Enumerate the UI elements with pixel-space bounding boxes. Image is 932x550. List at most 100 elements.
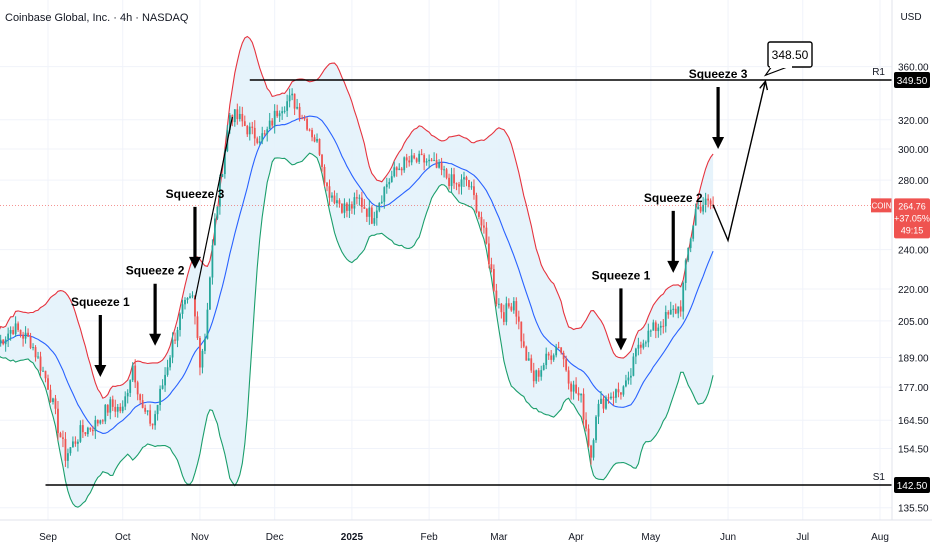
time-tick-label: Feb <box>421 532 439 543</box>
candle-body <box>692 225 695 239</box>
band-fill <box>0 36 714 508</box>
candle-body <box>156 404 159 415</box>
candle-body <box>450 174 453 187</box>
candle-body <box>338 200 341 204</box>
candle-body <box>570 383 573 392</box>
candle-body <box>545 353 548 366</box>
candle-body <box>707 198 710 201</box>
candle-body <box>679 306 682 312</box>
target-price-label: 348.50 <box>772 48 809 62</box>
candle-body <box>488 243 490 265</box>
candle-body <box>400 168 403 171</box>
candle-body <box>634 348 637 357</box>
candle-body <box>59 433 62 438</box>
candle-body <box>612 396 615 398</box>
current-price-tag-bg <box>894 198 930 239</box>
candle-body <box>42 370 44 372</box>
candle-body <box>333 195 336 204</box>
candle-body <box>241 113 244 122</box>
candle-body <box>512 301 515 311</box>
candle-body <box>445 169 448 178</box>
candle-body <box>632 356 635 376</box>
candle-body <box>433 160 436 162</box>
candle-body <box>323 166 326 183</box>
candle-body <box>139 394 142 401</box>
lower-band-line <box>0 152 714 508</box>
candle-body <box>465 177 468 181</box>
candle-body <box>390 176 393 183</box>
candle-body <box>54 398 57 409</box>
candle-body <box>639 344 642 348</box>
candle-body <box>106 404 109 413</box>
candle-body <box>336 200 338 204</box>
candle-body <box>542 365 545 371</box>
candle-body <box>206 309 209 339</box>
candle-body <box>697 206 700 210</box>
candle-body <box>642 343 645 348</box>
candle-body <box>597 403 600 417</box>
time-tick-label: Jun <box>720 532 736 543</box>
candle-body <box>500 303 503 313</box>
candle-body <box>348 204 351 211</box>
time-axis[interactable]: Sep Oct Nov Dec 2025 Feb Mar Apr May Jun Jul Aug <box>39 532 889 543</box>
candle-body <box>17 323 20 330</box>
candle-body <box>483 225 485 228</box>
currency-label[interactable]: USD <box>900 12 921 23</box>
candle-body <box>463 177 465 180</box>
candle-body <box>176 330 179 341</box>
candle-body <box>478 212 480 217</box>
candle-body <box>271 120 274 126</box>
candle-body <box>27 332 29 337</box>
candle-body <box>129 380 132 393</box>
candle-body <box>246 125 249 135</box>
candle-body <box>321 154 323 167</box>
candle-body <box>373 218 376 224</box>
candle-body <box>572 384 575 392</box>
candle-body <box>507 303 510 307</box>
candle-body <box>592 440 595 458</box>
level-name-s1: S1 <box>873 472 886 483</box>
candle-body <box>166 367 169 375</box>
candle-body <box>590 445 592 458</box>
candle-body <box>196 316 199 338</box>
target-callout-joint <box>770 64 792 68</box>
candle-body <box>288 95 291 102</box>
candle-body <box>84 432 87 435</box>
candle-body <box>253 127 256 139</box>
squeeze-label: Squeeze 2 <box>126 264 185 278</box>
candle-body <box>602 398 605 409</box>
squeeze-label: Squeeze 3 <box>689 67 748 81</box>
candle-body <box>522 341 525 347</box>
candle-body <box>169 357 171 368</box>
candle-body <box>316 138 318 142</box>
candle-body <box>343 203 346 213</box>
candle-body <box>355 197 358 199</box>
candle-body <box>14 323 17 335</box>
level-price-tag: 142.50 <box>897 481 928 492</box>
candle-body <box>657 327 660 332</box>
candle-body <box>174 339 176 341</box>
candle-body <box>555 346 558 356</box>
candle-body <box>709 200 712 205</box>
price-axis[interactable]: 360.00 320.00 300.00 280.00 240.00 220.00 205.… <box>898 63 929 515</box>
candle-body <box>647 330 650 343</box>
current-price-value: 264.76 <box>898 201 926 211</box>
projection-path <box>712 81 767 243</box>
candle-body <box>550 355 553 360</box>
candle-body <box>308 129 311 131</box>
candle-body <box>682 282 685 312</box>
candle-body <box>49 389 52 403</box>
level-name-r1: R1 <box>872 67 885 78</box>
candle-body <box>91 429 94 432</box>
candle-body <box>687 247 690 261</box>
candle-body <box>585 419 587 429</box>
candle-body <box>438 162 440 168</box>
candle-body <box>525 346 528 361</box>
candle-body <box>37 356 39 358</box>
middle-band-line <box>0 115 714 434</box>
candle-body <box>181 304 184 314</box>
candle-body <box>303 118 306 120</box>
candle-body <box>101 420 104 422</box>
price-tick-label: 240.00 <box>898 246 929 257</box>
